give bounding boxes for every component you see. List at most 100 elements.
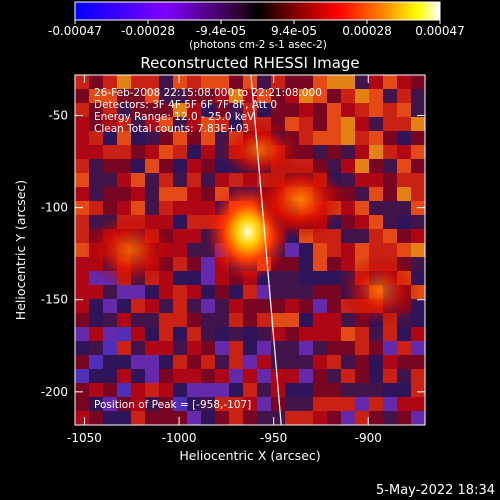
heatmap-cell (341, 215, 355, 229)
hot-region-upper (220, 120, 300, 180)
heatmap-cell (215, 75, 229, 89)
heatmap-cell (327, 117, 341, 131)
heatmap-cell (145, 201, 159, 215)
heatmap-cell (201, 131, 215, 145)
heatmap-cell (159, 313, 173, 327)
heatmap-cell (313, 355, 327, 369)
x-tick-label: -1000 (162, 431, 197, 445)
plot-title: Reconstructed RHESSI Image (140, 54, 359, 72)
heatmap-cell (131, 75, 145, 89)
heatmap-cell (145, 299, 159, 313)
x-axis-label: Heliocentric X (arcsec) (179, 448, 320, 463)
heatmap-cell (201, 145, 215, 159)
heatmap-cell (75, 117, 89, 131)
heatmap-cell (355, 341, 369, 355)
heatmap-cell (215, 299, 229, 313)
heatmap-cell (271, 411, 285, 425)
heatmap-cell (201, 313, 215, 327)
heatmap-cell (341, 397, 355, 411)
heatmap-cell (397, 131, 411, 145)
heatmap-cell (131, 327, 145, 341)
heatmap-cell (229, 299, 243, 313)
heatmap-cell (243, 285, 257, 299)
heatmap-cell (355, 117, 369, 131)
heatmap-cell (369, 229, 383, 243)
heatmap-cell (313, 271, 327, 285)
heatmap-cell (159, 145, 173, 159)
heatmap-cell (285, 103, 299, 117)
heatmap-cell (271, 89, 285, 103)
heatmap-cell (313, 383, 327, 397)
annotation-energy-range: Energy Range: 12.0 - 25.0 keV (94, 111, 255, 123)
heatmap-cell (75, 257, 89, 271)
heatmap-cell (145, 341, 159, 355)
heatmap-cell (201, 411, 215, 425)
hot-region-right (340, 254, 420, 326)
heatmap-cell (397, 229, 411, 243)
heatmap-cell (327, 103, 341, 117)
heatmap-cell (397, 201, 411, 215)
heatmap-cell (215, 117, 229, 131)
heatmap-cell (369, 397, 383, 411)
heatmap-cell (75, 285, 89, 299)
heatmap-cell (117, 145, 131, 159)
heatmap-cell (383, 103, 397, 117)
heatmap-cell (159, 285, 173, 299)
heatmap-cell (327, 243, 341, 257)
heatmap-cell (271, 369, 285, 383)
heatmap-cell (243, 383, 257, 397)
heatmap-cell (397, 103, 411, 117)
heatmap-cell (103, 285, 117, 299)
heatmap-cell (103, 145, 117, 159)
heatmap-cell (117, 299, 131, 313)
heatmap-cell (257, 89, 271, 103)
colorbar-tick-label: -0.00047 (48, 24, 102, 38)
heatmap-cell (313, 397, 327, 411)
heatmap-cell (131, 369, 145, 383)
heatmap-cell (397, 215, 411, 229)
heatmap-cell (201, 341, 215, 355)
heatmap-cell (75, 173, 89, 187)
heatmap-cell (327, 341, 341, 355)
heatmap-cell (341, 411, 355, 425)
heatmap-cell (285, 341, 299, 355)
heatmap-cell (145, 397, 159, 411)
heatmap-cell (327, 285, 341, 299)
heatmap-cell (355, 131, 369, 145)
heatmap-cell (397, 327, 411, 341)
heatmap-cell (229, 285, 243, 299)
heatmap-cell (103, 89, 117, 103)
heatmap-cell (341, 89, 355, 103)
heatmap-cell (145, 89, 159, 103)
heatmap-cell (89, 383, 103, 397)
heatmap-cell (89, 89, 103, 103)
heatmap-cell (117, 103, 131, 117)
heatmap-cell (397, 159, 411, 173)
heatmap-cell (327, 313, 341, 327)
heatmap-cell (145, 285, 159, 299)
heatmap-cell (173, 173, 187, 187)
heatmap-cell (229, 89, 243, 103)
heatmap-cell (187, 75, 201, 89)
heatmap-cell (299, 285, 313, 299)
heatmap-cell (131, 285, 145, 299)
heatmap-cell (257, 327, 271, 341)
heatmap-cell (187, 201, 201, 215)
heatmap-cell (411, 341, 425, 355)
heatmap-cell (383, 117, 397, 131)
heatmap-cell (257, 369, 271, 383)
heatmap-cell (383, 75, 397, 89)
heatmap-cell (75, 397, 89, 411)
heatmap-cell (159, 355, 173, 369)
heatmap-cell (89, 313, 103, 327)
heatmap-cell (187, 383, 201, 397)
heatmap-cell (131, 173, 145, 187)
heatmap-cell (187, 89, 201, 103)
y-tick-label: -200 (41, 385, 68, 399)
heatmap-cell (131, 145, 145, 159)
heatmap-cell (201, 187, 215, 201)
heatmap-cell (397, 75, 411, 89)
heatmap-cell (411, 257, 425, 271)
heatmap-cell (215, 397, 229, 411)
heatmap-cell (355, 75, 369, 89)
